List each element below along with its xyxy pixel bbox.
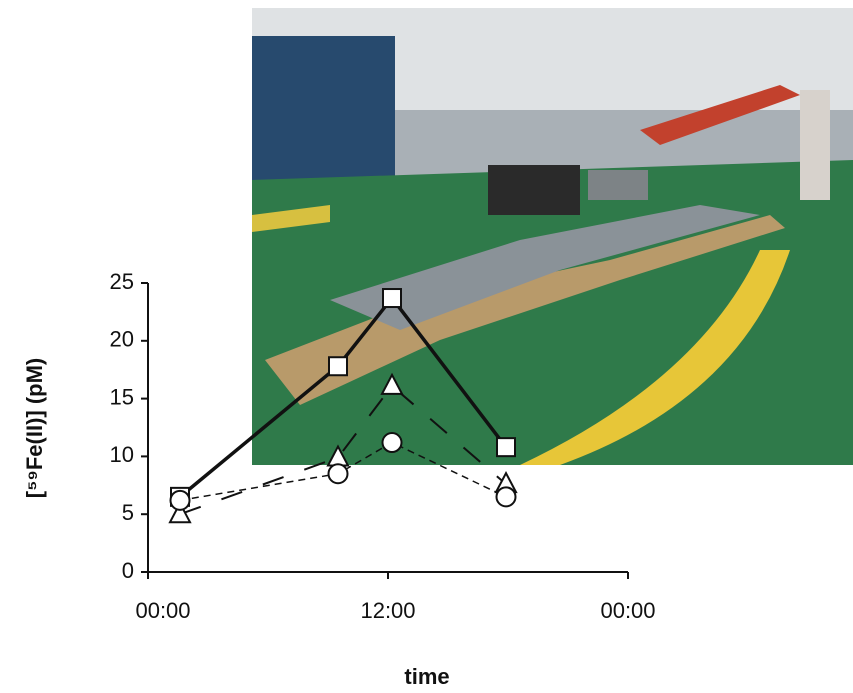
data-point: [382, 288, 402, 309]
data-point: [169, 489, 191, 511]
x-tick-label: 00:00: [600, 598, 655, 623]
data-point: [327, 463, 349, 485]
y-tick-label: 0: [122, 558, 134, 583]
x-tick-label: 12:00: [360, 598, 415, 623]
y-axis-label: [⁵⁹Fe(II)] (pM): [22, 358, 47, 499]
series-line: [178, 295, 508, 499]
data-point: [496, 437, 516, 458]
data-point: [328, 356, 348, 377]
y-tick-label: 25: [110, 269, 134, 294]
data-point: [381, 432, 403, 454]
y-tick-label: 10: [110, 442, 134, 467]
data-point: [380, 372, 404, 395]
photo-inset: [252, 8, 853, 465]
x-axis-label: time: [404, 664, 449, 689]
data-point: [495, 486, 517, 508]
y-tick-label: 15: [110, 384, 134, 409]
y-tick-label: 5: [122, 500, 134, 525]
data-point: [168, 501, 192, 524]
x-tick-label: 00:00: [135, 598, 190, 623]
y-tick-label: 20: [110, 327, 134, 352]
